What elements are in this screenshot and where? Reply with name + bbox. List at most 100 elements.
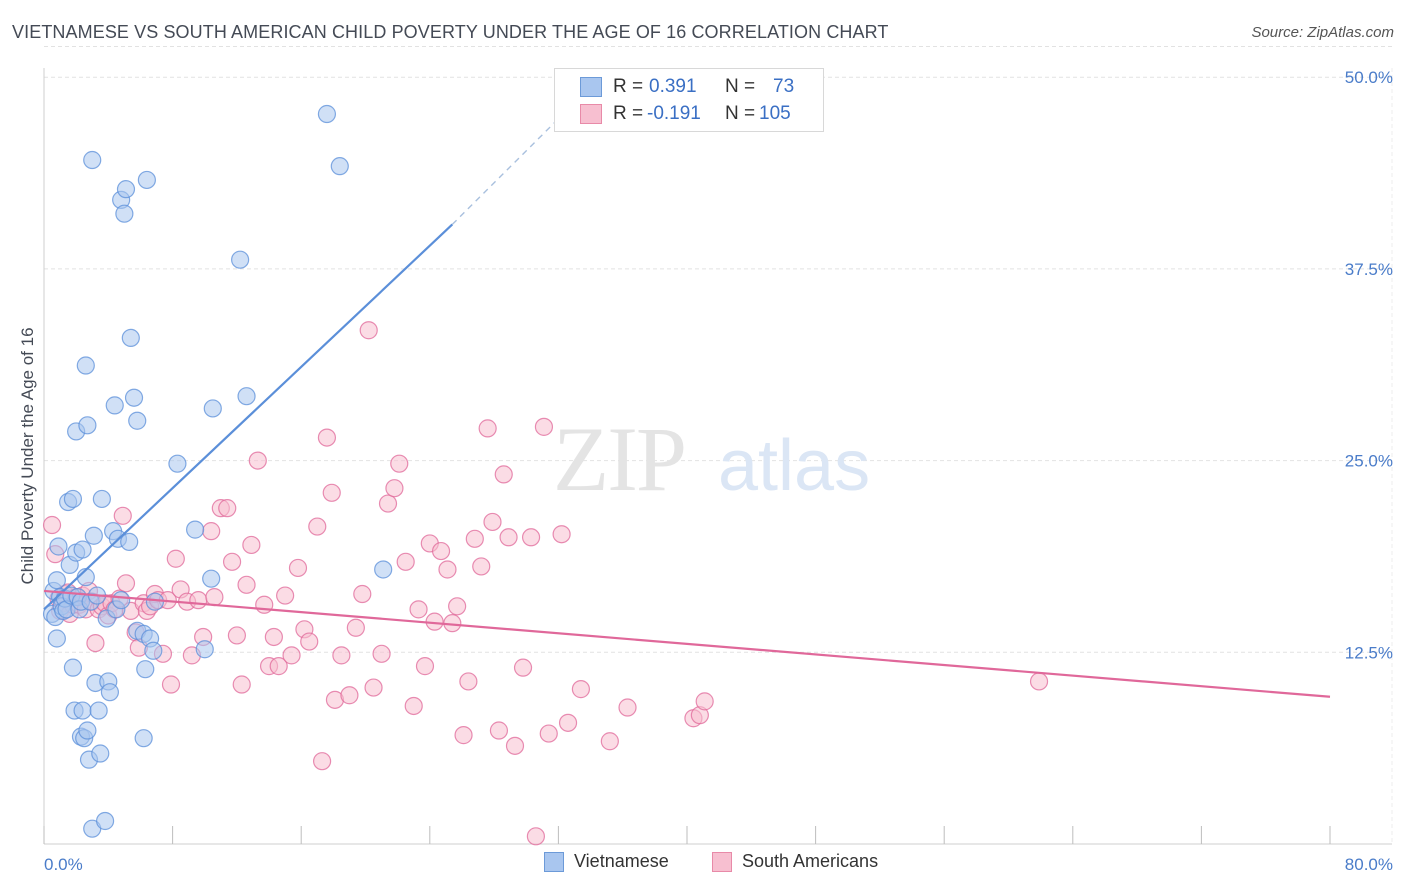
legend-item-vietnamese[interactable]: Vietnamese xyxy=(544,851,669,872)
point-south-americans xyxy=(332,646,351,665)
point-vietnamese xyxy=(47,571,66,590)
point-south-americans xyxy=(242,535,261,555)
point-vietnamese xyxy=(91,744,110,763)
point-south-americans xyxy=(526,827,545,846)
point-south-americans xyxy=(571,680,591,699)
legend-item-south-americans[interactable]: South Americans xyxy=(712,851,878,872)
point-vietnamese xyxy=(144,641,163,660)
point-south-americans xyxy=(288,558,308,578)
point-vietnamese xyxy=(100,683,120,702)
point-south-americans xyxy=(86,633,105,653)
point-south-americans xyxy=(276,586,295,605)
point-south-americans xyxy=(600,732,619,751)
trend-vietnamese xyxy=(43,223,454,611)
axes xyxy=(43,68,1392,845)
point-south-americans xyxy=(232,675,251,694)
point-vietnamese xyxy=(116,180,136,199)
point-vietnamese xyxy=(237,387,256,406)
point-vietnamese xyxy=(330,157,349,176)
point-south-americans xyxy=(248,451,267,470)
point-south-americans xyxy=(346,618,365,637)
point-vietnamese xyxy=(124,388,144,407)
y-tick-labels: 12.5% 25.0% 37.5% 50.0% xyxy=(1345,68,1393,662)
y-tick-label: 25.0% xyxy=(1345,452,1393,471)
point-south-americans xyxy=(42,515,62,535)
point-south-americans xyxy=(385,479,404,498)
point-south-americans xyxy=(521,528,541,547)
point-vietnamese xyxy=(115,204,134,223)
correlation-legend: R = 0.391 N = 73 R = -0.191 N = 105 xyxy=(554,68,824,132)
point-south-americans xyxy=(494,465,513,484)
point-south-americans xyxy=(282,646,301,665)
y-tick-label: 50.0% xyxy=(1345,68,1393,87)
point-vietnamese xyxy=(95,811,115,831)
point-vietnamese xyxy=(92,489,111,509)
point-south-americans xyxy=(378,494,398,513)
point-vietnamese xyxy=(136,660,155,679)
point-south-americans xyxy=(472,557,491,576)
point-vietnamese xyxy=(231,250,250,269)
point-vietnamese xyxy=(89,701,108,720)
point-vietnamese xyxy=(134,729,153,748)
point-south-americans xyxy=(189,591,208,610)
point-south-americans xyxy=(539,724,558,743)
trend-south-americans xyxy=(43,589,1331,698)
trend-lines xyxy=(43,113,1331,698)
chart-title: VIETNAMESE VS SOUTH AMERICAN CHILD POVER… xyxy=(12,22,889,42)
point-south-americans xyxy=(409,600,428,619)
point-south-americans xyxy=(431,541,451,561)
point-vietnamese xyxy=(76,356,95,375)
point-south-americans xyxy=(448,597,467,616)
point-south-americans xyxy=(454,726,473,745)
point-south-americans xyxy=(322,483,341,502)
point-south-americans xyxy=(513,658,533,677)
legend-swatch-south-americans xyxy=(580,104,602,124)
point-south-americans xyxy=(227,626,246,645)
point-vietnamese xyxy=(73,540,92,559)
legend-swatch-south-americans xyxy=(712,851,732,872)
legend-row-south-americans: R = -0.191 N = 105 xyxy=(555,100,823,128)
r-value: 0.391 xyxy=(649,76,697,97)
point-south-americans xyxy=(116,574,136,593)
point-south-americans xyxy=(478,419,497,438)
point-vietnamese xyxy=(137,170,156,190)
point-south-americans xyxy=(222,552,242,571)
point-south-americans xyxy=(558,713,578,732)
point-south-americans xyxy=(483,512,502,532)
point-south-americans xyxy=(618,698,637,717)
point-south-americans xyxy=(202,522,221,541)
point-vietnamese xyxy=(168,454,187,473)
legend-swatch-vietnamese xyxy=(544,851,564,872)
point-vietnamese xyxy=(121,328,140,348)
legend-row-vietnamese: R = 0.391 N = 73 xyxy=(555,73,823,101)
point-vietnamese xyxy=(78,721,97,740)
y-tick-label: 12.5% xyxy=(1345,643,1393,662)
point-south-americans xyxy=(489,721,509,740)
n-value: 73 xyxy=(773,76,795,97)
point-south-americans xyxy=(465,529,484,548)
trend-vietnamese-extension xyxy=(451,113,564,225)
point-vietnamese xyxy=(112,591,131,610)
point-south-americans xyxy=(166,549,185,568)
point-south-americans xyxy=(255,595,274,614)
point-south-americans xyxy=(505,736,525,755)
point-south-americans xyxy=(317,428,337,447)
watermark-zip: ZIP xyxy=(553,408,685,510)
point-south-americans xyxy=(396,552,415,571)
point-south-americans xyxy=(390,454,409,473)
legend-label-vietnamese: Vietnamese xyxy=(574,851,669,871)
source-label: Source: ZipAtlas.com xyxy=(1251,24,1394,41)
point-south-americans xyxy=(499,528,518,547)
point-vietnamese xyxy=(195,640,214,659)
y-axis-label: Child Poverty Under the Age of 16 xyxy=(18,327,37,584)
point-vietnamese xyxy=(83,150,102,170)
r-value: -0.191 xyxy=(647,103,701,124)
point-south-americans xyxy=(404,696,423,716)
x-tick-label: 0.0% xyxy=(44,855,83,874)
point-south-americans xyxy=(1029,672,1049,691)
point-south-americans xyxy=(372,644,391,663)
point-south-americans xyxy=(340,686,359,705)
point-south-americans xyxy=(205,587,224,607)
point-vietnamese xyxy=(120,532,139,551)
